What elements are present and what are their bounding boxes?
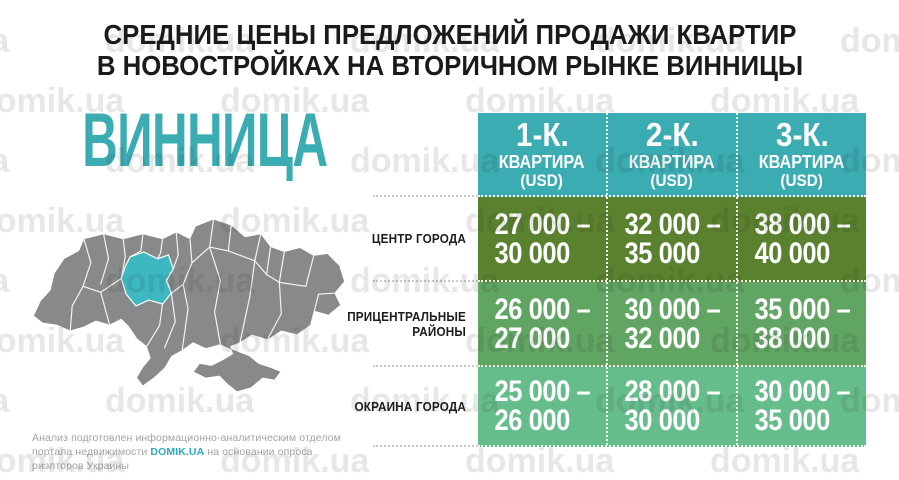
price-range-from: 30 000 – [754,375,850,408]
unit-label: (USD) [520,170,564,190]
separator-line [373,280,478,282]
price-cell: 30 000 – 35 000 [736,367,866,445]
watermark-text: domik.ua [0,382,9,421]
price-range-to: 30 000 [494,236,570,270]
price-range-to: 40 000 [754,236,830,270]
separator-line [373,365,478,367]
footer-text-after: на основании опроса риэлторов Украины [32,446,313,472]
price-range-from: 30 000 – [624,292,720,326]
price-range-to: 26 000 [494,404,570,437]
watermark-text: domik.ua [840,22,899,60]
ukraine-outline [33,219,345,392]
watermark-text: domik.ua [0,262,9,301]
rooms-label: 2-К. [645,115,699,153]
separator-line [373,445,478,447]
row-label-city-center: ЦЕНТР ГОРОДА [371,230,466,246]
row-label-outskirts: ОКРАИНА ГОРОДА [354,398,466,414]
vinnytsia-region-highlight [120,251,174,307]
price-range-to: 38 000 [754,321,830,355]
price-range-from: 35 000 – [754,292,850,326]
separator-line [373,195,478,197]
price-range-from: 26 000 – [494,292,590,326]
watermark-text: domik.ua [465,442,615,480]
price-range-to: 27 000 [494,321,570,355]
header-cell-3k: 3-К. КВАРТИРА (USD) [736,113,866,195]
brand-name: DOMIK.UA [150,446,205,458]
apartment-label: КВАРТИРА [499,151,585,172]
title-line-1: СРЕДНИЕ ЦЕНЫ ПРЕДЛОЖЕНИЙ ПРОДАЖИ КВАРТИР [103,19,797,50]
price-range-from: 28 000 – [624,375,720,408]
price-table: 1-К. КВАРТИРА (USD) 2-К. КВАРТИРА (USD) … [478,113,866,447]
title-line-2: В НОВОСТРОЙКАХ НА ВТОРИЧНОМ РЫНКЕ ВИННИЦ… [96,50,804,81]
unit-label: (USD) [780,170,824,190]
price-range-to: 35 000 [624,236,700,270]
table-row-city-center: 27 000 – 30 000 32 000 – 35 000 38 000 –… [478,197,866,282]
price-range-from: 27 000 – [494,207,590,241]
price-cell: 26 000 – 27 000 [478,282,606,365]
ukraine-map-svg [33,219,345,392]
city-name: ВИННИЦА [82,98,328,183]
watermark-text: domik.ua [350,142,500,180]
watermark-text: domik.ua [0,22,9,61]
price-cell: 25 000 – 26 000 [478,367,606,445]
price-cell: 28 000 – 30 000 [606,367,736,445]
footer-note: Анализ подготовлен информационно-аналити… [32,431,362,473]
price-cell: 35 000 – 38 000 [736,282,866,365]
header-cell-2k: 2-К. КВАРТИРА (USD) [606,113,736,195]
apartment-label: КВАРТИРА [759,151,845,172]
price-cell: 27 000 – 30 000 [478,197,606,280]
rooms-label: 3-К. [775,115,829,153]
price-cell: 38 000 – 40 000 [736,197,866,280]
ukraine-map [28,196,352,410]
watermark-text: domik.ua [710,442,860,480]
footer-text-before: Анализ подготовлен информационно-аналити… [32,432,341,458]
oblast-borders [69,219,335,351]
table-row-outskirts: 25 000 – 26 000 28 000 – 30 000 30 000 –… [478,367,866,447]
header-cell-1k: 1-К. КВАРТИРА (USD) [478,113,606,195]
table-row-pericentral: 26 000 – 27 000 30 000 – 32 000 35 000 –… [478,282,866,367]
price-range-to: 32 000 [624,321,700,355]
price-range-to: 30 000 [624,404,700,437]
rooms-label: 1-К. [515,115,569,153]
price-range-from: 25 000 – [494,375,590,408]
price-range-from: 32 000 – [624,207,720,241]
price-cell: 30 000 – 32 000 [606,282,736,365]
table-header: 1-К. КВАРТИРА (USD) 2-К. КВАРТИРА (USD) … [478,113,866,197]
watermark-text: domik.ua [0,142,9,181]
page-title: СРЕДНИЕ ЦЕНЫ ПРЕДЛОЖЕНИЙ ПРОДАЖИ КВАРТИР… [60,19,840,81]
price-range-to: 35 000 [754,404,830,437]
unit-label: (USD) [650,170,694,190]
price-range-from: 38 000 – [754,207,850,241]
row-label-pericentral: ПРИЦЕНТРАЛЬНЫЕ РАЙОНЫ [347,309,466,339]
apartment-label: КВАРТИРА [629,151,715,172]
price-cell: 32 000 – 35 000 [606,197,736,280]
